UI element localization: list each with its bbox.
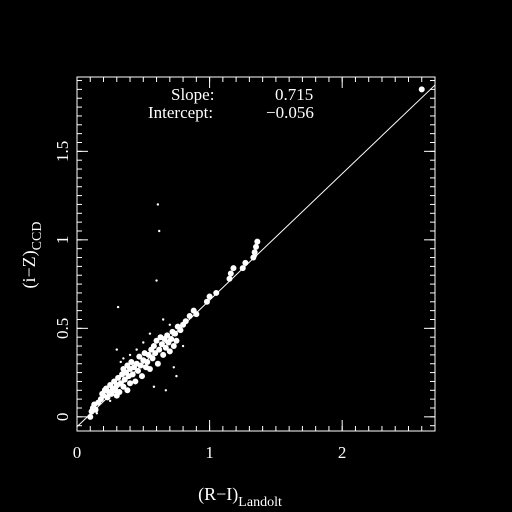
y-tick-label: 0 (53, 413, 72, 422)
x-axis-label-main: (R−I) (198, 484, 238, 505)
data-point-small (168, 323, 172, 326)
data-point (115, 374, 122, 381)
data-point (116, 389, 123, 396)
data-point (193, 311, 200, 318)
data-point (150, 343, 157, 350)
data-point (239, 265, 246, 272)
data-point (92, 406, 99, 413)
data-point (162, 344, 169, 351)
x-tick-label: 2 (338, 443, 347, 462)
data-point-small (164, 389, 168, 392)
data-point (108, 390, 115, 397)
data-point (173, 337, 180, 344)
data-point-small (172, 366, 175, 369)
y-major-ticks (77, 150, 435, 418)
x-tick-label: 0 (73, 443, 82, 462)
data-point-small (142, 341, 145, 344)
x-major-ticks (76, 77, 343, 431)
data-point (251, 249, 258, 256)
data-point (166, 348, 173, 355)
data-point-small (158, 229, 161, 233)
y-axis-label-subscript: CCD (30, 222, 45, 251)
data-point (134, 367, 141, 374)
data-point (170, 343, 177, 350)
y-tick-label: 1 (53, 236, 72, 245)
slope-label: Slope: (171, 85, 214, 104)
data-point (132, 378, 139, 385)
data-point-small (135, 348, 138, 351)
data-point (156, 346, 163, 353)
data-point (138, 373, 145, 380)
data-point (242, 259, 249, 266)
data-point-small (119, 360, 122, 364)
y-tick-label: 1.5 (53, 141, 72, 162)
data-point (168, 335, 175, 342)
data-point-small (156, 203, 160, 206)
data-point-small (148, 332, 152, 335)
data-point-small (175, 374, 178, 378)
data-point (146, 366, 153, 373)
data-point-small (181, 344, 185, 348)
y-axis-label-main: (i−Z) (19, 250, 40, 288)
x-tick-labels: 0 1 2 (73, 443, 347, 462)
data-point (158, 341, 165, 348)
data-point (128, 358, 135, 365)
data-point (154, 360, 161, 367)
data-point (129, 371, 136, 378)
data-point (203, 298, 210, 305)
data-point (160, 351, 167, 358)
slope-value: 0.715 (275, 85, 313, 104)
data-point (164, 332, 171, 339)
plot-frame (76, 76, 436, 432)
data-point (137, 362, 144, 369)
data-point (206, 293, 213, 300)
data-point (87, 413, 94, 420)
data-point (177, 327, 184, 334)
data-point (136, 353, 143, 360)
data-point (253, 243, 259, 250)
y-tick-labels: 0 0.5 1 1.5 (53, 141, 72, 421)
data-points-small (95, 203, 258, 415)
data-point (152, 350, 159, 357)
data-point (121, 376, 128, 383)
data-point-small (116, 305, 120, 309)
data-point (254, 238, 261, 245)
y-axis-label: (i−Z)CCD (19, 222, 45, 289)
data-point (149, 355, 156, 362)
data-point-small (122, 357, 125, 360)
data-point (213, 289, 220, 296)
data-point-small (128, 353, 132, 357)
x-axis-label-subscript: Landolt (238, 495, 282, 510)
data-point (172, 330, 179, 337)
data-point (104, 394, 111, 401)
data-point-small (254, 254, 258, 257)
data-point-small (115, 348, 118, 351)
data-point (124, 387, 131, 394)
data-point-small (152, 385, 156, 388)
data-point (418, 86, 425, 93)
data-point (127, 380, 134, 387)
data-point (186, 312, 193, 319)
data-point (120, 383, 127, 390)
data-point-small (161, 318, 165, 321)
data-point (145, 351, 152, 358)
data-point (182, 318, 189, 325)
data-point (230, 265, 237, 272)
intercept-label: Intercept: (148, 103, 213, 122)
data-point-small (95, 412, 99, 415)
y-tick-label: 0.5 (53, 318, 72, 339)
data-point (226, 275, 233, 282)
data-point-small (108, 399, 112, 403)
data-point (227, 270, 234, 277)
x-axis-label: (R−I)Landolt (198, 484, 282, 510)
x-tick-label: 1 (205, 443, 214, 462)
data-point-small (155, 279, 158, 282)
data-points-main (87, 86, 425, 420)
data-point (153, 337, 160, 344)
data-point (144, 358, 151, 365)
intercept-value: −0.056 (266, 103, 314, 122)
